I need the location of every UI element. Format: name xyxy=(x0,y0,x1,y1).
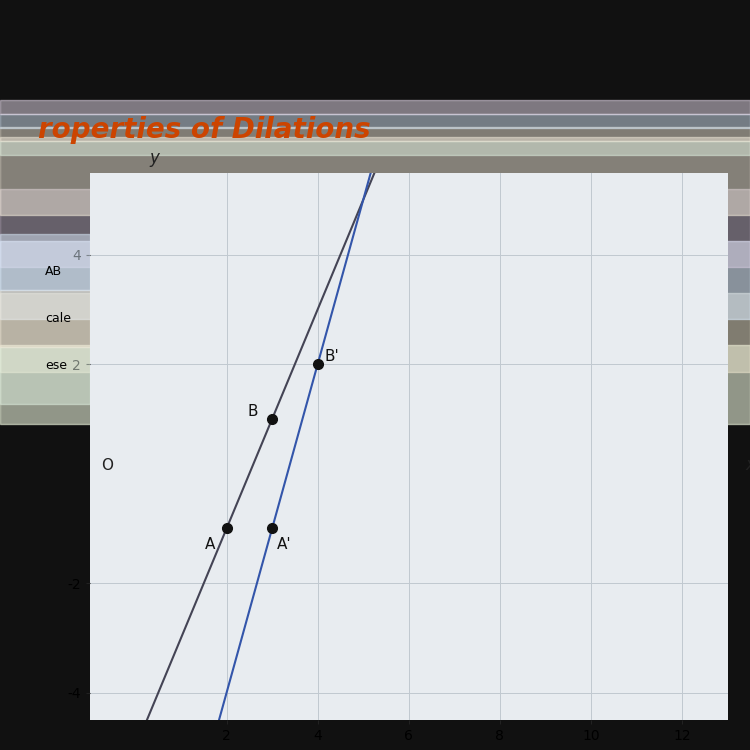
Text: roperties of Dilations: roperties of Dilations xyxy=(38,116,370,145)
Bar xyxy=(0,100,750,114)
Bar xyxy=(0,128,750,141)
Text: cale: cale xyxy=(45,312,71,326)
Text: A': A' xyxy=(277,536,291,551)
Text: AB: AB xyxy=(45,266,62,278)
Text: y: y xyxy=(149,149,159,167)
Bar xyxy=(0,347,90,404)
Bar xyxy=(0,290,90,347)
Bar xyxy=(0,136,750,215)
Bar xyxy=(0,233,90,290)
Text: B': B' xyxy=(325,350,339,364)
Bar xyxy=(0,241,750,320)
Text: B: B xyxy=(248,404,259,418)
Bar xyxy=(0,141,750,154)
Bar xyxy=(0,346,750,424)
Bar xyxy=(0,189,750,267)
Text: A: A xyxy=(205,536,215,551)
Text: ese: ese xyxy=(45,359,67,372)
Bar xyxy=(0,114,750,128)
Text: x: x xyxy=(746,457,750,475)
Bar xyxy=(0,293,750,371)
Text: O: O xyxy=(100,458,112,473)
